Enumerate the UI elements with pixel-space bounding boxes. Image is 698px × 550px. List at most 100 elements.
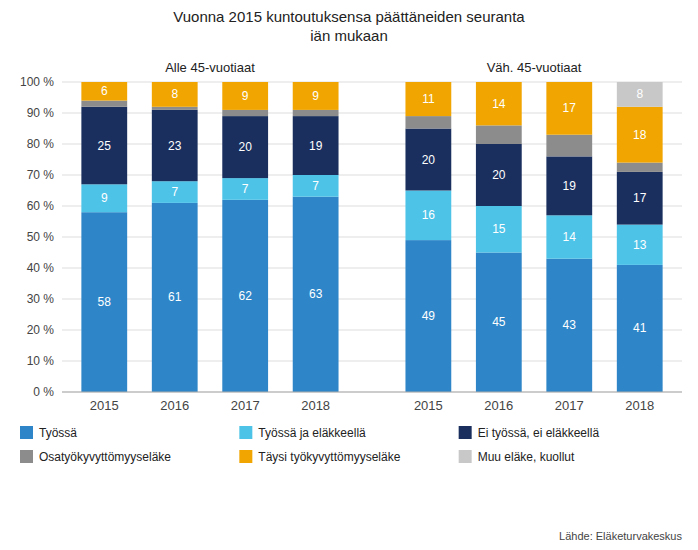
bar-segment: [546, 82, 592, 83]
data-label: 7: [312, 179, 319, 193]
x-tick-label: 2015: [414, 398, 443, 413]
data-label: 43: [563, 318, 577, 332]
data-label: 58: [98, 295, 112, 309]
bar-segment: [81, 82, 127, 101]
data-label: 7: [242, 182, 249, 196]
title: Vuonna 2015 kuntoutuksensa päättäneiden …: [173, 8, 525, 44]
x-tick-label: 2018: [625, 398, 654, 413]
legend-label: Muu eläke, kuollut: [478, 450, 575, 464]
bar-segment: [152, 82, 198, 83]
bar-segment: [222, 82, 268, 110]
legend-swatch: [459, 450, 472, 463]
bar-segment: [152, 82, 198, 107]
bar-segment: [293, 110, 339, 116]
bar-segment: [546, 215, 592, 258]
bar-segment: [81, 101, 127, 107]
bar-segment: [222, 200, 268, 392]
legend-swatch: [239, 450, 252, 463]
bar-segment: [476, 125, 522, 144]
legend-swatch: [20, 426, 33, 439]
grid-line: [62, 392, 682, 393]
data-label: 11: [422, 92, 435, 106]
data-labels: 5861626349454341977716151413252320192020…: [98, 84, 647, 335]
bar-segment: [546, 156, 592, 215]
y-tick-label: 50 %: [27, 230, 55, 244]
y-tick-label: 40 %: [27, 261, 55, 275]
data-label: 8: [171, 87, 178, 101]
bar-segment: [476, 206, 522, 253]
data-label: 20: [492, 168, 506, 182]
group-label: Alle 45-vuotiaat: [165, 60, 255, 75]
data-label: 25: [98, 139, 112, 153]
data-label: 6: [101, 84, 108, 98]
bar-segment: [546, 259, 592, 392]
x-axis-line: [62, 392, 682, 393]
data-label: 45: [492, 315, 506, 329]
source: Lähde: Eläketurvakeskus: [559, 530, 682, 542]
bar-segment: [476, 82, 522, 83]
bar-segment: [81, 82, 127, 83]
data-label: 49: [422, 309, 436, 323]
data-label: 14: [563, 230, 577, 244]
bar-segment: [81, 212, 127, 392]
x-tick-label: 2016: [484, 398, 513, 413]
legend-swatch: [20, 450, 33, 463]
bar-segment: [617, 107, 663, 163]
y-tick-label: 100 %: [20, 75, 54, 89]
bar-segment: [617, 82, 663, 107]
x-tick-label: 2017: [555, 398, 584, 413]
bar-segment: [405, 82, 451, 116]
legend-label: Täysi työkyvyttömyyseläke: [258, 450, 400, 464]
data-label: 9: [101, 191, 108, 205]
x-tick-label: 2015: [90, 398, 119, 413]
bar-segment: [222, 178, 268, 200]
data-label: 19: [309, 139, 323, 153]
bar-segment: [476, 144, 522, 206]
data-label: 23: [168, 139, 182, 153]
data-label: 62: [239, 289, 253, 303]
legend-label: Työssä ja eläkkeellä: [258, 426, 366, 440]
y-axis: 0 %10 %20 %30 %40 %50 %60 %70 %80 %90 %1…: [20, 75, 682, 399]
group-label: Väh. 45-vuotiaat: [487, 60, 582, 75]
data-label: 41: [633, 321, 647, 335]
bar-segment: [617, 172, 663, 225]
x-tick-label: 2017: [231, 398, 260, 413]
data-label: 13: [633, 238, 647, 252]
bar-segment: [405, 191, 451, 241]
y-tick-label: 20 %: [27, 323, 55, 337]
bar-segment: [152, 181, 198, 203]
data-label: 20: [422, 153, 436, 167]
data-label: 17: [633, 191, 647, 205]
data-label: 16: [422, 208, 436, 222]
x-tick-label: 2018: [301, 398, 330, 413]
bar-segment: [405, 240, 451, 392]
bar-segment: [405, 116, 451, 128]
legend-swatch: [239, 426, 252, 439]
data-label: 9: [242, 89, 249, 103]
x-tick-label: 2016: [160, 398, 189, 413]
bar-segment: [546, 135, 592, 157]
bar-segment: [222, 82, 268, 83]
y-tick-label: 60 %: [27, 199, 55, 213]
bar-segment: [617, 225, 663, 265]
bar-segment: [152, 203, 198, 392]
bar-segment: [617, 265, 663, 392]
bar-segment: [222, 110, 268, 116]
bar-segment: [222, 116, 268, 178]
legend-swatch: [459, 426, 472, 439]
data-label: 20: [239, 140, 253, 154]
legend: TyössäTyössä ja eläkkeelläEi työssä, ei …: [20, 426, 599, 464]
bar-segment: [81, 107, 127, 185]
data-label: 9: [312, 89, 319, 103]
data-label: 7: [171, 185, 178, 199]
legend-label: Työssä: [39, 426, 77, 440]
bar-segment: [476, 253, 522, 393]
data-label: 61: [168, 290, 182, 304]
bar-segment: [81, 184, 127, 212]
y-tick-label: 10 %: [27, 354, 55, 368]
bar-segment: [293, 82, 339, 110]
data-label: 8: [636, 87, 643, 101]
y-tick-label: 80 %: [27, 137, 55, 151]
data-label: 19: [563, 179, 577, 193]
y-tick-label: 0 %: [33, 385, 54, 399]
